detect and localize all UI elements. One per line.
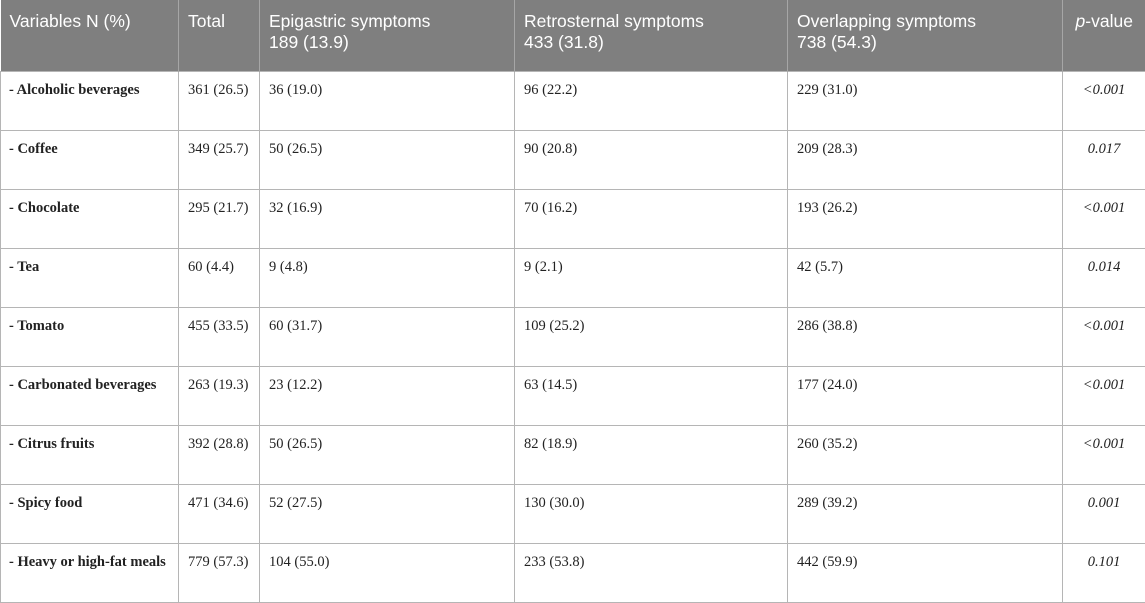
cell-overlapping: 193 (26.2) [788,189,1063,248]
cell-epigastric: 50 (26.5) [260,130,515,189]
cell-epigastric: 9 (4.8) [260,248,515,307]
header-p-value: p-value [1063,0,1145,71]
header-variables-label: Variables N (%) [10,11,131,31]
cell-retrosternal: 90 (20.8) [515,130,788,189]
cell-variable: - Tea [1,248,179,307]
cell-overlapping: 209 (28.3) [788,130,1063,189]
cell-epigastric: 36 (19.0) [260,71,515,130]
cell-p-value: 0.101 [1063,543,1145,602]
cell-overlapping: 442 (59.9) [788,543,1063,602]
cell-retrosternal: 70 (16.2) [515,189,788,248]
cell-total: 471 (34.6) [179,484,260,543]
cell-variable: - Chocolate [1,189,179,248]
cell-p-value: <0.001 [1063,71,1145,130]
cell-total: 361 (26.5) [179,71,260,130]
header-epigastric: Epigastric symptoms 189 (13.9) [260,0,515,71]
cell-overlapping: 286 (38.8) [788,307,1063,366]
cell-variable: - Carbonated beverages [1,366,179,425]
cell-epigastric: 104 (55.0) [260,543,515,602]
header-total: Total [179,0,260,71]
header-total-label: Total [188,11,225,31]
cell-overlapping: 177 (24.0) [788,366,1063,425]
cell-retrosternal: 9 (2.1) [515,248,788,307]
cell-variable: - Heavy or high-fat meals [1,543,179,602]
cell-epigastric: 60 (31.7) [260,307,515,366]
cell-epigastric: 52 (27.5) [260,484,515,543]
cell-variable: - Coffee [1,130,179,189]
cell-retrosternal: 63 (14.5) [515,366,788,425]
cell-total: 263 (19.3) [179,366,260,425]
cell-epigastric: 32 (16.9) [260,189,515,248]
cell-overlapping: 289 (39.2) [788,484,1063,543]
header-row: Variables N (%) Total Epigastric symptom… [1,0,1145,71]
cell-overlapping: 260 (35.2) [788,425,1063,484]
cell-variable: - Alcoholic beverages [1,71,179,130]
cell-variable: - Tomato [1,307,179,366]
header-retrosternal-count: 433 (31.8) [524,32,779,53]
cell-p-value: 0.017 [1063,130,1145,189]
header-overlapping: Overlapping symptoms 738 (54.3) [788,0,1063,71]
header-retrosternal-label: Retrosternal symptoms [524,11,779,32]
cell-total: 60 (4.4) [179,248,260,307]
cell-p-value: <0.001 [1063,189,1145,248]
header-overlapping-count: 738 (54.3) [797,32,1054,53]
cell-overlapping: 229 (31.0) [788,71,1063,130]
cell-p-value: <0.001 [1063,307,1145,366]
header-retrosternal: Retrosternal symptoms 433 (31.8) [515,0,788,71]
cell-epigastric: 23 (12.2) [260,366,515,425]
header-epigastric-count: 189 (13.9) [269,32,506,53]
cell-variable: - Spicy food [1,484,179,543]
header-p-italic: p [1076,11,1086,31]
cell-total: 779 (57.3) [179,543,260,602]
header-p-rest: -value [1085,11,1133,31]
cell-variable: - Citrus fruits [1,425,179,484]
cell-p-value: 0.014 [1063,248,1145,307]
cell-p-value: 0.001 [1063,484,1145,543]
cell-retrosternal: 96 (22.2) [515,71,788,130]
cell-retrosternal: 130 (30.0) [515,484,788,543]
cell-total: 349 (25.7) [179,130,260,189]
cell-overlapping: 42 (5.7) [788,248,1063,307]
table-header: Variables N (%) Total Epigastric symptom… [1,0,1145,71]
cell-retrosternal: 82 (18.9) [515,425,788,484]
header-epigastric-label: Epigastric symptoms [269,11,506,32]
header-variables: Variables N (%) [1,0,179,71]
header-overlapping-label: Overlapping symptoms [797,11,1054,32]
cell-p-value: <0.001 [1063,425,1145,484]
cell-total: 455 (33.5) [179,307,260,366]
cell-p-value: <0.001 [1063,366,1145,425]
cell-epigastric: 50 (26.5) [260,425,515,484]
cell-retrosternal: 109 (25.2) [515,307,788,366]
cell-total: 295 (21.7) [179,189,260,248]
cell-retrosternal: 233 (53.8) [515,543,788,602]
cell-total: 392 (28.8) [179,425,260,484]
